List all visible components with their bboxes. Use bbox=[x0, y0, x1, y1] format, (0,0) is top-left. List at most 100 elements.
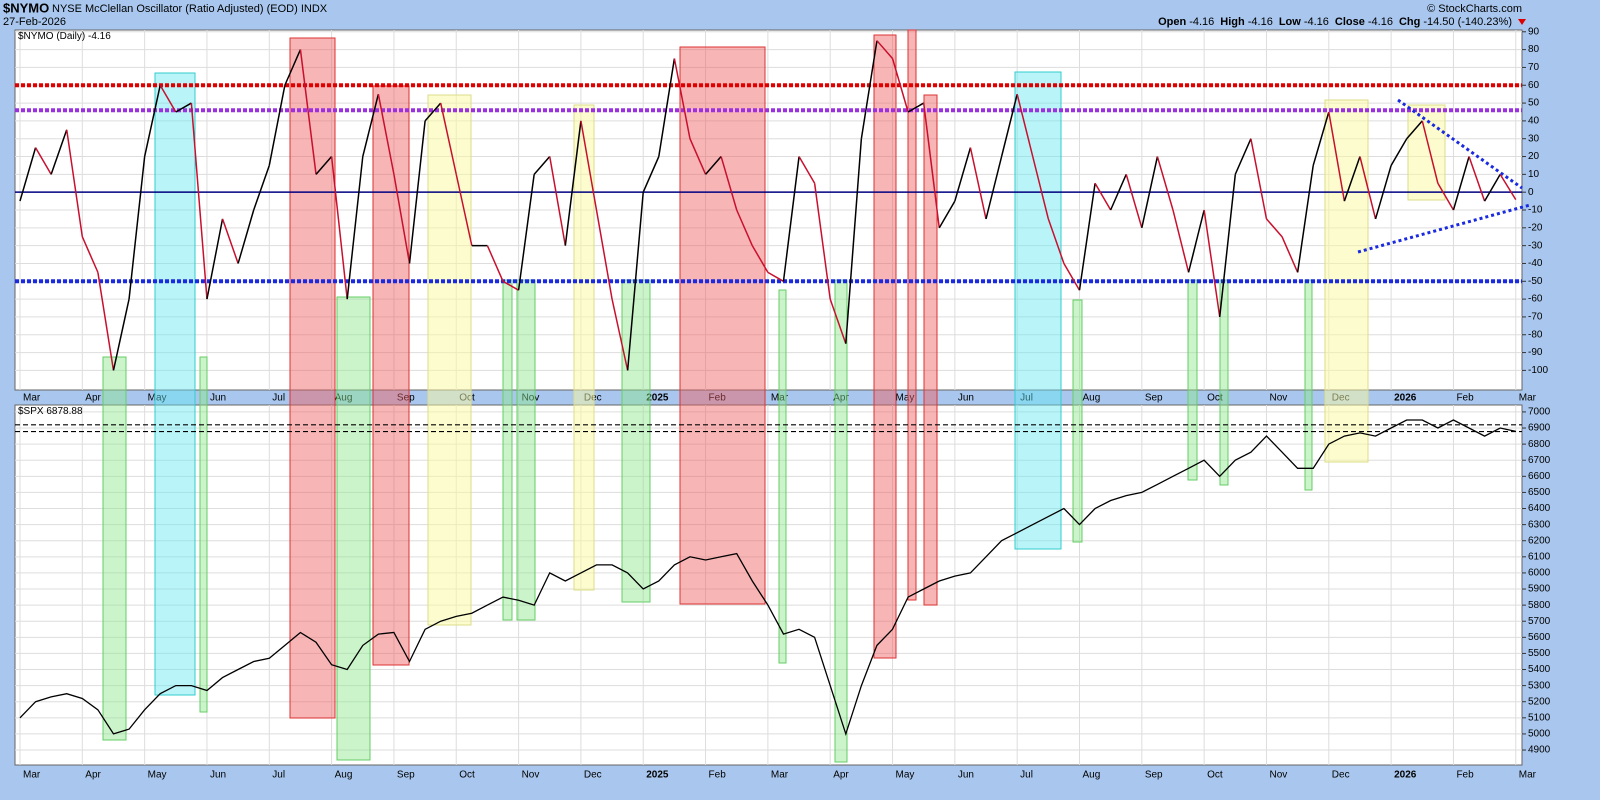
line-segment bbox=[1187, 209, 1205, 273]
y-tick-label: 5800 bbox=[1528, 600, 1551, 611]
legend-bottom: $SPX 6878.88 bbox=[18, 406, 83, 417]
quote-label: Low bbox=[1279, 16, 1301, 28]
x-tick-label: Nov bbox=[1269, 770, 1287, 781]
line-segment bbox=[1296, 165, 1314, 273]
y-tick-label: -10 bbox=[1528, 205, 1543, 216]
x-tick-label: 2025 bbox=[646, 393, 669, 404]
quote-value: -4.16 bbox=[1189, 16, 1214, 28]
x-tick-label: Feb bbox=[1456, 770, 1474, 781]
line-segment bbox=[1109, 174, 1127, 211]
line-segment bbox=[1172, 209, 1190, 273]
y-tick-label: 80 bbox=[1528, 44, 1540, 55]
x-tick-label: Jul bbox=[1020, 393, 1033, 404]
line-segment bbox=[1421, 120, 1439, 184]
legend-name: $SPX bbox=[18, 406, 44, 417]
y-tick-label: -60 bbox=[1528, 294, 1543, 305]
line-segment bbox=[439, 102, 457, 175]
quote: Open -4.16 High -4.16 Low -4.16 Close -4.16 Chg -… bbox=[1158, 16, 1512, 28]
y-tick-label: 5000 bbox=[1528, 729, 1551, 740]
legend-value: -4.16 bbox=[88, 31, 111, 42]
line-segment bbox=[1468, 156, 1486, 202]
line-segment bbox=[845, 138, 863, 344]
x-tick-label: Apr bbox=[833, 393, 849, 404]
legend-top: $NYMO (Daily) -4.16 bbox=[18, 31, 111, 42]
line-segment bbox=[206, 218, 224, 300]
line-segment bbox=[985, 156, 1003, 220]
line-segment bbox=[190, 103, 208, 300]
x-tick-label: 2025 bbox=[646, 770, 669, 781]
y-tick-label: 5100 bbox=[1528, 712, 1551, 723]
line-segment bbox=[284, 49, 302, 86]
series-line bbox=[19, 419, 1516, 737]
line-segment bbox=[1203, 209, 1221, 318]
line-segment bbox=[330, 156, 348, 300]
y-tick-label: 6400 bbox=[1528, 503, 1551, 514]
line-segment bbox=[377, 94, 395, 175]
y-tick-label: 6600 bbox=[1528, 471, 1551, 482]
line-segment bbox=[798, 156, 816, 184]
x-tick-label: Mar bbox=[771, 770, 789, 781]
line-segment bbox=[1406, 120, 1423, 140]
line-segment bbox=[408, 120, 426, 264]
y-tick-label: 6100 bbox=[1528, 551, 1551, 562]
line-segment bbox=[876, 40, 894, 60]
line-segment bbox=[564, 120, 582, 246]
y-tick-label: 7000 bbox=[1528, 407, 1551, 418]
line-segment bbox=[34, 147, 52, 175]
line-segment bbox=[299, 49, 317, 175]
y-tick-label: 5300 bbox=[1528, 680, 1551, 691]
line-segment bbox=[1094, 182, 1112, 211]
x-tick-label: Feb bbox=[1456, 393, 1474, 404]
y-tick-label: -30 bbox=[1528, 240, 1543, 251]
x-tick-label: Jun bbox=[210, 770, 226, 781]
x-tick-label: Jul bbox=[272, 393, 285, 404]
line-segment bbox=[486, 245, 504, 282]
line-segment bbox=[81, 236, 99, 273]
line-segment bbox=[424, 102, 442, 122]
quote-label: Open bbox=[1158, 16, 1186, 28]
copyright: © StockCharts.com bbox=[1427, 3, 1522, 15]
line-segment bbox=[1234, 138, 1252, 175]
x-tick-label: May bbox=[896, 393, 915, 404]
description-text: NYSE McClellan Oscillator (Ratio Adjuste… bbox=[52, 3, 298, 15]
x-tick-label: Jun bbox=[958, 770, 974, 781]
x-tick-label: Aug bbox=[1082, 770, 1100, 781]
quote-value: -4.16 bbox=[1368, 16, 1393, 28]
quote-label: Chg bbox=[1399, 16, 1420, 28]
line-segment bbox=[1374, 165, 1392, 220]
line-segment bbox=[252, 165, 270, 211]
down-arrow bbox=[1518, 19, 1526, 25]
line-segment bbox=[1125, 174, 1143, 229]
line-segment bbox=[268, 85, 286, 166]
line-segment bbox=[455, 174, 473, 246]
line-segment bbox=[720, 156, 738, 211]
line-segment bbox=[907, 102, 925, 113]
y-tick-label: 5400 bbox=[1528, 664, 1551, 675]
x-tick-label: Sep bbox=[1145, 393, 1163, 404]
y-tick-label: 30 bbox=[1528, 133, 1540, 144]
x-tick-label: Sep bbox=[397, 770, 415, 781]
quote-label: High bbox=[1220, 16, 1245, 28]
line-segment bbox=[611, 298, 629, 371]
x-tick-label: Aug bbox=[335, 770, 353, 781]
line-segment bbox=[580, 120, 598, 211]
y-tick-label: -40 bbox=[1528, 258, 1543, 269]
y-tick-label: 6300 bbox=[1528, 519, 1551, 530]
y-tick-label: 10 bbox=[1528, 169, 1540, 180]
y-tick-label: 60 bbox=[1528, 80, 1540, 91]
line-segment bbox=[1078, 183, 1096, 291]
line-segment bbox=[689, 138, 707, 175]
symbol: $NYMO bbox=[3, 0, 49, 15]
quote-value: -14.50 (-140.23%) bbox=[1423, 16, 1512, 28]
y-tick-label: 4900 bbox=[1528, 745, 1551, 756]
line-segment bbox=[1281, 236, 1299, 273]
y-tick-label: 40 bbox=[1528, 116, 1540, 127]
line-segment bbox=[938, 200, 956, 229]
description: NYSE McClellan Oscillator (Ratio Adjuste… bbox=[52, 3, 328, 15]
line-segment bbox=[1359, 156, 1377, 220]
x-tick-label: Sep bbox=[397, 393, 415, 404]
y-tick-label: 70 bbox=[1528, 62, 1540, 73]
line-segment bbox=[860, 40, 878, 139]
legend-value: 6878.88 bbox=[46, 406, 83, 417]
